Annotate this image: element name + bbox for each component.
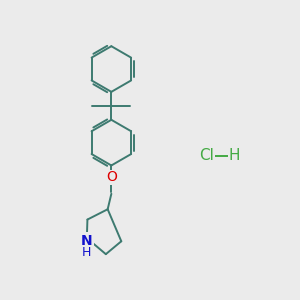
Text: H: H — [229, 148, 240, 163]
Text: N: N — [81, 233, 92, 248]
Text: O: O — [106, 170, 117, 184]
Text: Cl: Cl — [200, 148, 214, 163]
Text: H: H — [82, 246, 92, 259]
